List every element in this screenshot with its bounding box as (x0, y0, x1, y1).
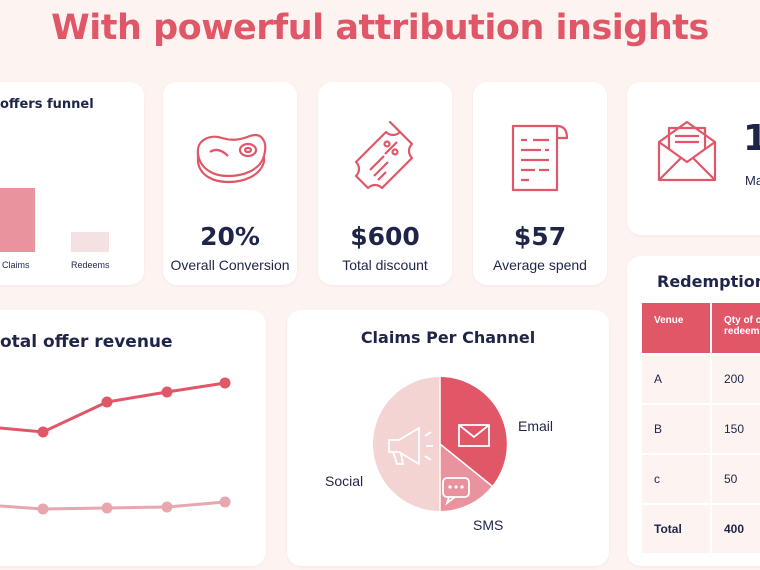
stat-card-discount: $600 Total discount (318, 82, 452, 285)
stat-value-conversion: 20% (200, 222, 260, 251)
redemption-total-qty: 400 (710, 503, 760, 553)
email-envelope-icon (458, 424, 490, 447)
mail-card-value: 1 (743, 118, 760, 159)
revenue-series-2-point (219, 496, 231, 508)
receipt-icon (505, 120, 575, 199)
revenue-series-1-point (161, 386, 173, 398)
redemption-header-venue: Venue (642, 303, 711, 354)
total-offer-revenue-card: otal offer revenue (0, 310, 266, 566)
redemption-cell-qty: 150 (710, 403, 760, 454)
table-row: A 200 (642, 353, 760, 404)
revenue-series-2-line (0, 500, 226, 511)
stat-value-average-spend: $57 (513, 222, 567, 251)
offers-funnel-card: offers funnel Claims Redeems (0, 82, 144, 285)
sms-chat-icon (442, 477, 470, 506)
claims-per-channel-card: Claims Per Channel Email SMS Social (287, 310, 609, 566)
revenue-series-1-point (219, 377, 231, 389)
redemption-cell-venue: c (642, 453, 711, 504)
pie-slice-email (440, 377, 507, 486)
revenue-line-chart (0, 377, 231, 515)
revenue-series-1-point (101, 396, 113, 408)
stat-label-average-spend: Average spend (493, 257, 587, 273)
pie-label-sms: SMS (473, 517, 504, 533)
envelope-letter-icon (655, 118, 719, 189)
stat-value-discount: $600 (350, 222, 420, 251)
redemption-cell-venue: A (642, 353, 711, 404)
headline: With powerful attribution insights (51, 8, 709, 48)
revenue-series-2-point (161, 501, 173, 513)
redemption-cell-venue: B (642, 403, 711, 454)
redemption-header-qty: Qty of c redeem (710, 303, 760, 354)
table-row: c 50 (642, 453, 760, 504)
pie-label-social: Social (325, 473, 364, 489)
redemption-card: Redemption Venue Qty of c redeem A 200 B… (627, 256, 760, 566)
funnel-bar-redeems (71, 232, 109, 252)
stat-label-discount: Total discount (342, 257, 428, 273)
mail-card-label: Ma (745, 173, 760, 188)
revenue-series-1-point (37, 426, 49, 438)
coupon-ticket-icon (350, 118, 420, 199)
revenue-series-2-point (101, 502, 113, 514)
megaphone-icon (388, 427, 433, 465)
funnel-label-claims: Claims (2, 260, 30, 270)
table-row: B 150 (642, 403, 760, 454)
funnel-bar-claims (0, 188, 35, 252)
stat-label-conversion: Overall Conversion (170, 257, 290, 273)
stat-card-average-spend: $57 Average spend (473, 82, 607, 285)
pie-slice-social (373, 377, 440, 511)
pie-label-email: Email (518, 418, 554, 434)
offers-funnel-title: offers funnel (0, 97, 94, 112)
revenue-series-2-point (37, 503, 49, 515)
claims-pie-chart (373, 377, 507, 511)
stat-card-mail: 1 Ma (627, 82, 760, 235)
redemption-table: Venue Qty of c redeem A 200 B 150 c 50 T… (642, 303, 760, 553)
redemption-cell-qty: 200 (710, 353, 760, 404)
redemption-cell-qty: 50 (710, 453, 760, 504)
claims-channel-title: Claims Per Channel (360, 328, 536, 347)
revenue-title: otal offer revenue (0, 332, 173, 352)
table-row-total: Total 400 (642, 503, 760, 553)
redemption-title: Redemption (657, 272, 760, 291)
redemption-total-label: Total (642, 503, 711, 553)
revenue-series-1-line (0, 381, 226, 434)
stat-card-conversion: 20% Overall Conversion (163, 82, 297, 285)
steak-icon (188, 120, 272, 195)
funnel-label-redeems: Redeems (71, 260, 110, 270)
